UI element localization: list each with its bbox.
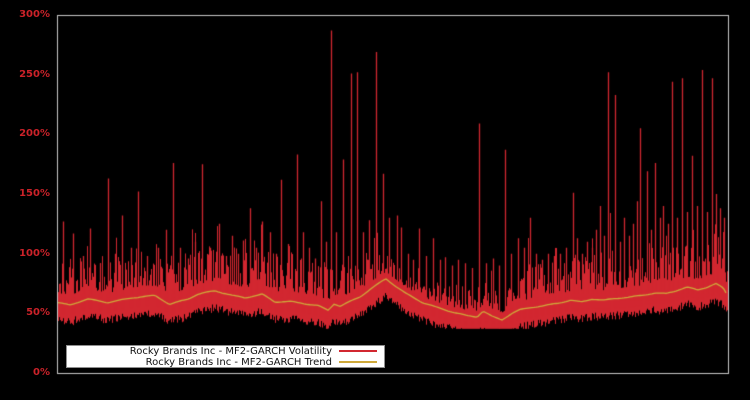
y-tick-label-50: 50% bbox=[26, 307, 50, 319]
legend-trend-line-swatch bbox=[339, 361, 377, 363]
y-tick-label-250: 250% bbox=[19, 68, 50, 80]
y-tick-label-200: 200% bbox=[19, 128, 50, 140]
legend-item-trend: Rocky Brands Inc - MF2-GARCH Trend bbox=[67, 357, 384, 368]
y-tick-label-300: 300% bbox=[19, 9, 50, 20]
y-tick-label-150: 150% bbox=[19, 188, 50, 199]
legend-label-trend: Rocky Brands Inc - MF2-GARCH Trend bbox=[145, 356, 332, 368]
legend-item-volatility: Rocky Brands Inc - MF2-GARCH Volatility bbox=[67, 346, 384, 357]
y-tick-label-0: 0% bbox=[33, 367, 50, 378]
legend-label-volatility: Rocky Brands Inc - MF2-GARCH Volatility bbox=[129, 345, 332, 357]
chart-legend: Rocky Brands Inc - MF2-GARCH Volatility … bbox=[66, 345, 385, 368]
y-tick-label-100: 100% bbox=[19, 247, 50, 259]
legend-volatility-line-swatch bbox=[339, 350, 377, 352]
